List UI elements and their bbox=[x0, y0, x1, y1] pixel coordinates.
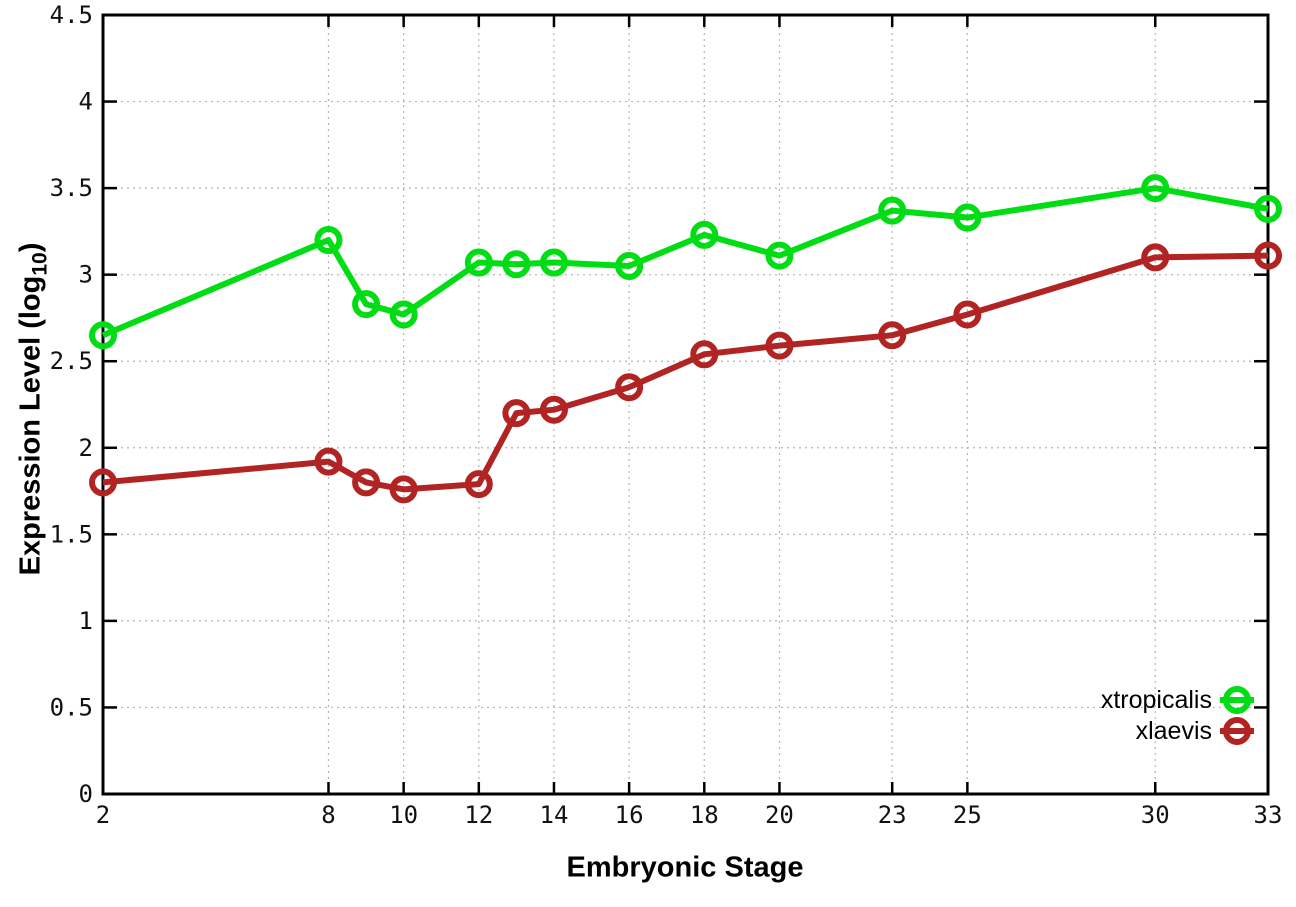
data-point-xtropicalis-2 bbox=[89, 321, 117, 350]
y-tick-label: 3 bbox=[79, 261, 93, 289]
series-xlaevis-line bbox=[102, 252, 1269, 493]
data-point-xtropicalis-23 bbox=[878, 196, 907, 225]
x-tick-label: 18 bbox=[690, 801, 719, 829]
x-tick-label: 14 bbox=[540, 801, 569, 829]
y-tick-label: 2 bbox=[79, 434, 93, 462]
series-xtropicalis-line bbox=[101, 185, 1269, 339]
y-tick-label: 3.5 bbox=[50, 174, 93, 202]
data-point-xlaevis-9 bbox=[352, 468, 381, 497]
y-axis-title: Expression Level (log10) bbox=[14, 242, 52, 576]
y-axis-title-text: Expression Level (log bbox=[14, 275, 47, 576]
data-point-xlaevis-16 bbox=[615, 373, 644, 402]
data-point-xlaevis-23 bbox=[878, 321, 907, 350]
data-point-xtropicalis-9 bbox=[352, 290, 381, 319]
data-point-xtropicalis-16 bbox=[615, 252, 644, 281]
data-point-xlaevis-8 bbox=[314, 447, 343, 476]
data-point-xtropicalis-10 bbox=[389, 300, 418, 329]
data-point-xlaevis-33 bbox=[1254, 241, 1282, 270]
y-tick-label: 1 bbox=[79, 607, 93, 635]
data-point-xtropicalis-30 bbox=[1141, 174, 1170, 203]
plot-border bbox=[101, 13, 1270, 796]
y-tick-label: 2.5 bbox=[50, 347, 93, 375]
x-tick-label: 12 bbox=[464, 801, 493, 829]
x-tick-label: 33 bbox=[1254, 801, 1283, 829]
y-tick-label: 4.5 bbox=[50, 1, 93, 29]
data-point-xlaevis-12 bbox=[464, 470, 493, 499]
data-point-xtropicalis-18 bbox=[690, 220, 719, 249]
data-point-xlaevis-10 bbox=[389, 475, 418, 504]
y-tick-label: 1.5 bbox=[50, 520, 93, 548]
data-point-xtropicalis-14 bbox=[539, 248, 568, 277]
y-tick-label: 0 bbox=[79, 780, 93, 808]
x-tick-label: 2 bbox=[96, 801, 110, 829]
y-axis-title-suffix: ) bbox=[14, 242, 47, 253]
x-tick-label: 16 bbox=[615, 801, 644, 829]
legend-marker-xtropicalis-icon bbox=[1223, 686, 1251, 714]
y-axis-title-subscript: 10 bbox=[28, 252, 52, 276]
data-point-xtropicalis-25 bbox=[953, 203, 982, 232]
x-tick-label: 25 bbox=[953, 801, 982, 829]
y-tick-label: 0.5 bbox=[50, 693, 93, 721]
legend-label-xlaevis: xlaevis bbox=[1136, 717, 1212, 745]
data-point-xtropicalis-33 bbox=[1254, 194, 1282, 223]
x-tick-label: 10 bbox=[389, 801, 418, 829]
x-tick-label: 20 bbox=[765, 801, 794, 829]
legend-label-xtropicalis: xtropicalis bbox=[1101, 686, 1212, 714]
data-point-xlaevis-30 bbox=[1141, 243, 1170, 272]
x-axis-title: Embryonic Stage bbox=[566, 851, 804, 884]
data-point-xtropicalis-12 bbox=[464, 248, 493, 277]
data-point-xtropicalis-13 bbox=[502, 250, 531, 279]
data-point-xlaevis-2 bbox=[89, 468, 117, 497]
x-tick-label: 30 bbox=[1141, 801, 1170, 829]
data-point-xlaevis-25 bbox=[953, 300, 982, 329]
data-point-xlaevis-13 bbox=[502, 399, 531, 428]
y-tick-label: 4 bbox=[79, 88, 93, 116]
legend-marker-xlaevis-icon bbox=[1223, 717, 1251, 745]
data-point-xlaevis-18 bbox=[690, 340, 719, 369]
data-point-xlaevis-20 bbox=[765, 331, 794, 360]
data-point-xtropicalis-8 bbox=[314, 226, 343, 255]
x-tick-label: 23 bbox=[878, 801, 907, 829]
x-tick-label: 8 bbox=[321, 801, 335, 829]
data-point-xtropicalis-20 bbox=[765, 241, 794, 270]
data-point-xlaevis-14 bbox=[539, 395, 568, 424]
